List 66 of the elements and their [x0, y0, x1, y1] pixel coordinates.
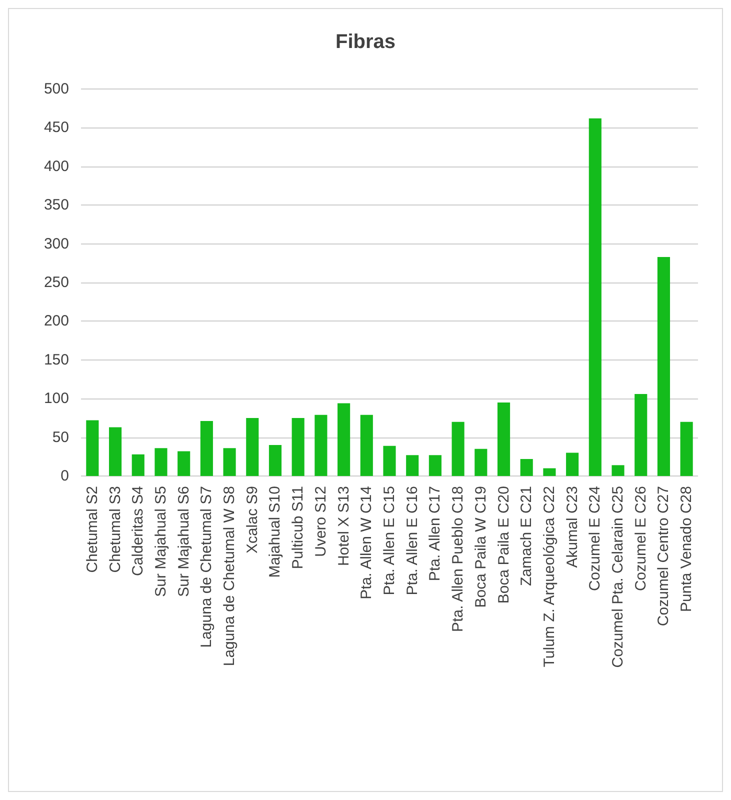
- y-tick-label: 100: [44, 390, 69, 408]
- bar: [268, 445, 282, 476]
- x-tick-label: Zamach E C21: [518, 486, 536, 586]
- y-tick-label: 50: [52, 428, 69, 446]
- bar: [154, 448, 168, 476]
- y-tick-label: 150: [44, 351, 69, 368]
- x-tick-label: Pulticub S11: [290, 486, 307, 570]
- x-tick-label: Cozumel Centro C27: [655, 486, 672, 626]
- bar: [588, 118, 602, 476]
- y-tick-label: 250: [44, 274, 69, 291]
- x-tick-label: Laguna de Chetumal S7: [198, 486, 216, 648]
- y-tick-label: 0: [60, 468, 69, 484]
- bar: [612, 465, 624, 476]
- x-tick-label: Tulum Z. Arqueológica C22: [540, 486, 558, 668]
- x-tick-label: Boca Paila W C19: [472, 486, 490, 608]
- x-tick-label: Calderitas S4: [130, 486, 147, 576]
- x-tick-label: Punta Venado C28: [678, 486, 696, 612]
- x-tick-label: Pta. Allen W C14: [358, 486, 376, 600]
- x-tick-label: Chetumal S2: [84, 486, 101, 573]
- x-tick-label: Chetumal S3: [106, 486, 124, 573]
- bar: [200, 421, 213, 476]
- x-tick-label: Boca Paila E C20: [495, 486, 512, 604]
- bar: [474, 448, 488, 476]
- bar: [108, 427, 122, 476]
- y-tick-label: 500: [44, 80, 69, 98]
- bar: [657, 256, 670, 476]
- x-tick-label: Laguna de Chetumal W S8: [221, 486, 238, 666]
- x-tick-label: Pta. Allen E C16: [404, 486, 421, 596]
- bar: [292, 418, 304, 476]
- bar: [338, 403, 350, 476]
- bar: [360, 414, 373, 476]
- bar: [86, 420, 99, 476]
- bar: [543, 468, 556, 476]
- bar: [428, 455, 442, 476]
- x-tick-label: Uvero S12: [312, 486, 330, 557]
- bar: [383, 446, 396, 476]
- y-tick-label: 400: [44, 158, 69, 175]
- x-tick-label: Cozumel Pta. Celarain C25: [610, 486, 627, 668]
- bar: [223, 448, 236, 476]
- bar: [132, 454, 144, 476]
- bar: [634, 394, 648, 476]
- x-tick-label: Cozumel E C26: [632, 486, 650, 592]
- bar: [520, 458, 533, 476]
- bar: [566, 452, 579, 476]
- x-tick-label: Sur Majahual S5: [152, 486, 170, 597]
- bar: [497, 402, 510, 476]
- y-tick-label: 450: [44, 119, 69, 136]
- y-tick-label: 300: [44, 235, 69, 252]
- bar: [452, 422, 464, 476]
- x-tick-label: Xcalac S9: [244, 486, 261, 554]
- bar: [246, 418, 259, 476]
- x-tick-label: Cozumel E C24: [586, 486, 604, 592]
- chart-title: Fibras: [335, 31, 396, 53]
- x-tick-label: Sur Majahual S6: [175, 486, 192, 597]
- x-tick-label: Pta. Allen C17: [426, 486, 444, 582]
- bar: [406, 455, 419, 476]
- y-tick-label: 350: [44, 196, 69, 214]
- bar: [680, 422, 693, 476]
- x-tick-label: Hotel X S13: [335, 486, 352, 566]
- bar: [314, 414, 328, 476]
- x-tick-label: Majahual S10: [266, 486, 284, 578]
- x-tick-label: Pta. Allen E C15: [381, 486, 398, 596]
- bar: [178, 451, 190, 476]
- x-tick-label: Pta. Allen Pueblo C18: [450, 486, 467, 632]
- x-tick-label: Akumal C23: [564, 486, 581, 568]
- y-tick-label: 200: [44, 312, 69, 330]
